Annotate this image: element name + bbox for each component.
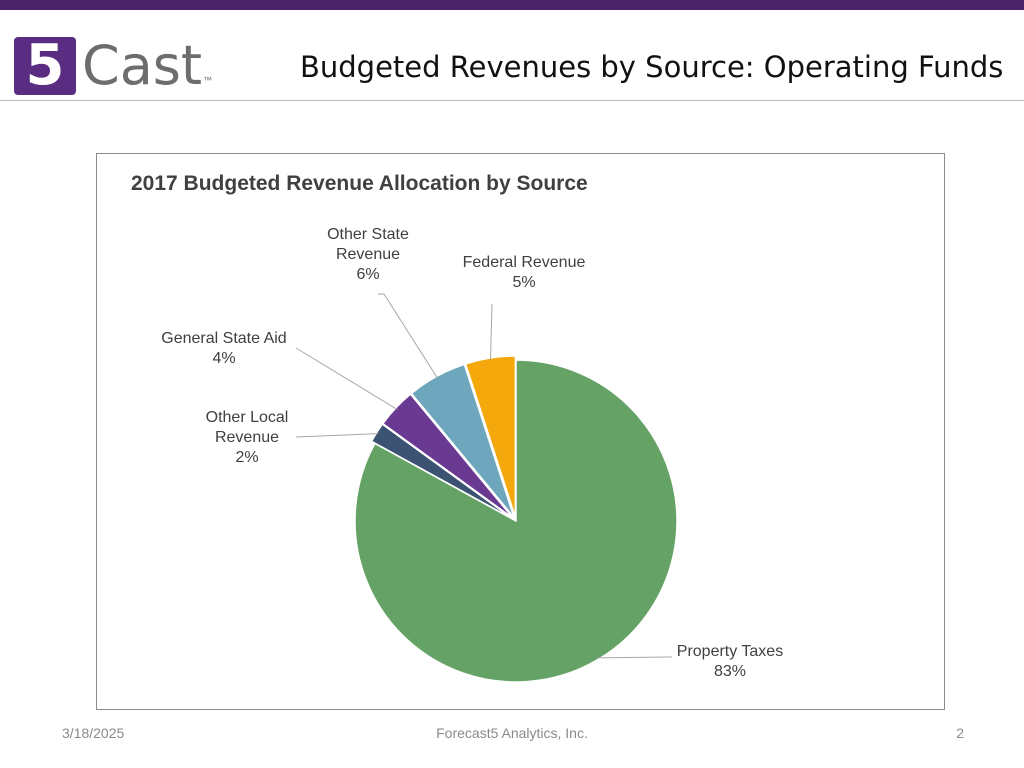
data-label-general-state-aid: General State Aid 4% bbox=[161, 330, 286, 367]
leader-line-other-state-revenue bbox=[378, 293, 438, 379]
top-accent-bar bbox=[0, 0, 1024, 10]
footer-page-number: 2 bbox=[956, 725, 964, 741]
pie-slice-property-taxes bbox=[354, 359, 678, 683]
leader-line-federal-revenue bbox=[490, 303, 493, 361]
leader-line-general-state-aid bbox=[295, 347, 398, 410]
data-label-federal-revenue: Federal Revenue 5% bbox=[463, 254, 586, 291]
slide-header: 5 Cast ™ Budgeted Revenues by Source: Op… bbox=[0, 10, 1024, 100]
slide-title: Budgeted Revenues by Source: Operating F… bbox=[300, 50, 1004, 84]
company-logo: 5 Cast ™ bbox=[14, 37, 212, 95]
data-label-other-state-revenue: Other State Revenue 6% bbox=[327, 226, 409, 283]
header-divider bbox=[0, 100, 1024, 101]
chart-title: 2017 Budgeted Revenue Allocation by Sour… bbox=[131, 172, 588, 195]
footer-date: 3/18/2025 bbox=[62, 725, 125, 741]
logo-trademark: ™ bbox=[203, 75, 213, 85]
logo-mark-digit: 5 bbox=[25, 33, 65, 98]
leader-line-property-taxes bbox=[596, 656, 673, 659]
data-label-property-taxes: Property Taxes 83% bbox=[677, 643, 783, 680]
pie-slice-other-local-revenue bbox=[370, 423, 514, 520]
footer-company: Forecast5 Analytics, Inc. bbox=[436, 725, 588, 741]
leader-line-other-local-revenue bbox=[295, 433, 379, 438]
data-label-other-local-revenue: Other Local Revenue 2% bbox=[206, 409, 289, 466]
logo-mark: 5 bbox=[14, 37, 76, 95]
logo-wordmark: Cast bbox=[82, 34, 203, 97]
